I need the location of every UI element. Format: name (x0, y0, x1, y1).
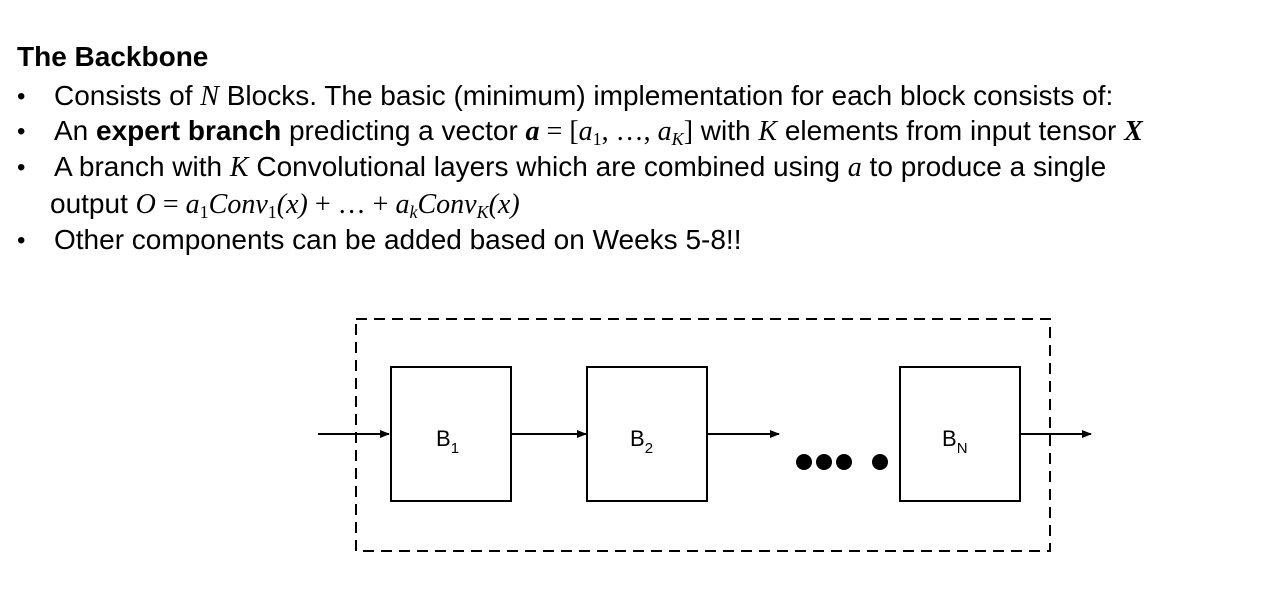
math-tensor-x: X (1124, 116, 1143, 147)
math-sub-k: K (476, 202, 489, 222)
math-sub-k: K (671, 129, 684, 149)
bullet-2: An expert branch predicting a vector a =… (54, 114, 1143, 149)
bullet-2-text-b: predicting a vector (281, 115, 526, 146)
block-bn (899, 366, 1021, 502)
math-sub-1: 1 (592, 129, 602, 149)
math-x: (x) (276, 189, 308, 220)
math-bracket: ] (683, 116, 694, 147)
bullet-3-text-c: to produce a single (861, 151, 1107, 182)
bullet-3-continuation: output O = a1Conv1(x) + … + akConvK(x) (50, 187, 520, 222)
math-ellipsis: , …, (601, 116, 658, 147)
math-plus: + … + (307, 189, 396, 220)
bullet-2-text-a: An (54, 115, 97, 146)
math-sub-1: 1 (267, 202, 277, 222)
math-conv: Conv (417, 189, 477, 220)
bullet-1-text-b: Blocks. The basic (minimum) implementati… (218, 80, 1114, 111)
bullet-3-text-b: Convolutional layers which are combined … (248, 151, 848, 182)
bullet-3-text-a: A branch with (54, 151, 230, 182)
math-x: (x) (488, 189, 520, 220)
bullet-marker: • (17, 154, 26, 181)
math-a1: a (578, 116, 593, 147)
math-sub-k: k (409, 202, 418, 222)
block-b1-label: B1 (436, 426, 459, 457)
math-conv: Conv (208, 189, 268, 220)
math-var-o: O (135, 189, 156, 220)
bullet-2-text-d: elements from input tensor (777, 115, 1125, 146)
math-eq: = (155, 189, 186, 220)
bullet-4: Other components can be added based on W… (54, 224, 742, 255)
math-ak: a (657, 116, 672, 147)
math-var-k: K (758, 116, 778, 147)
bullet-2-text-c: with (693, 115, 759, 146)
block-b1 (390, 366, 512, 502)
bullet-marker: • (17, 83, 26, 110)
block-bn-label: BN (942, 426, 968, 457)
math-vec-a: a (525, 116, 540, 147)
bullet-3-text-d: output (50, 188, 136, 219)
bullet-1: Consists of N Blocks. The basic (minimum… (54, 79, 1113, 114)
math-var-n: N (200, 81, 219, 112)
bullet-3: A branch with K Convolutional layers whi… (54, 150, 1106, 185)
block-b2 (586, 366, 708, 502)
math-ak: a (395, 189, 410, 220)
slide-title: The Backbone (17, 41, 209, 72)
bullet-marker: • (17, 227, 26, 254)
math-var-a: a (847, 152, 862, 183)
block-b2-label: B2 (630, 426, 653, 457)
bullet-marker: • (17, 118, 26, 145)
bullet-1-text-a: Consists of (54, 80, 201, 111)
math-var-k: K (229, 152, 249, 183)
ellipsis-dots (796, 454, 888, 470)
math-sub-1: 1 (199, 202, 209, 222)
math-a1: a (185, 189, 200, 220)
expert-branch-term: expert branch (96, 115, 282, 146)
math-eq: = [ (539, 116, 579, 147)
